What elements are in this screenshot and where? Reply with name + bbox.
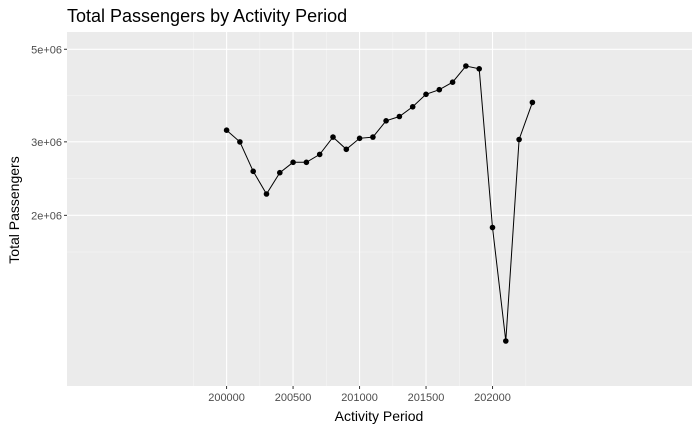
y-tick-label: 5e+06	[31, 44, 62, 56]
data-point	[396, 113, 403, 120]
x-tick-label: 201500	[408, 392, 445, 404]
data-point	[343, 146, 350, 153]
data-point	[303, 159, 310, 166]
data-point	[370, 134, 376, 140]
data-point	[383, 118, 389, 124]
data-point	[263, 191, 270, 197]
data-point	[476, 66, 483, 72]
y-tick-label: 3e+06	[31, 137, 62, 149]
x-tick-label: 200000	[208, 392, 245, 404]
x-tick-label: 200500	[275, 392, 312, 404]
data-point	[330, 134, 336, 140]
x-tick-label: 202000	[474, 392, 511, 404]
x-axis-title: Activity Period	[334, 408, 424, 424]
data-point	[223, 127, 230, 133]
data-point	[489, 224, 496, 231]
data-point	[409, 104, 416, 110]
data-point	[316, 151, 323, 158]
data-point	[463, 63, 469, 69]
data-point	[423, 91, 429, 98]
data-point	[503, 338, 509, 344]
data-point	[250, 168, 256, 175]
series-line	[226, 65, 533, 342]
data-point	[436, 86, 443, 93]
data-point	[356, 135, 363, 142]
x-tick-label: 201000	[341, 392, 378, 404]
data-point	[237, 139, 243, 145]
data-point	[516, 136, 522, 143]
data-point	[277, 169, 283, 176]
plot-panel	[67, 32, 692, 386]
data-point	[449, 79, 456, 85]
data-point	[529, 99, 536, 106]
y-tick-label: 2e+06	[31, 210, 62, 222]
chart-title: Total Passengers by Activity Period	[67, 6, 348, 26]
data-point	[290, 159, 296, 166]
